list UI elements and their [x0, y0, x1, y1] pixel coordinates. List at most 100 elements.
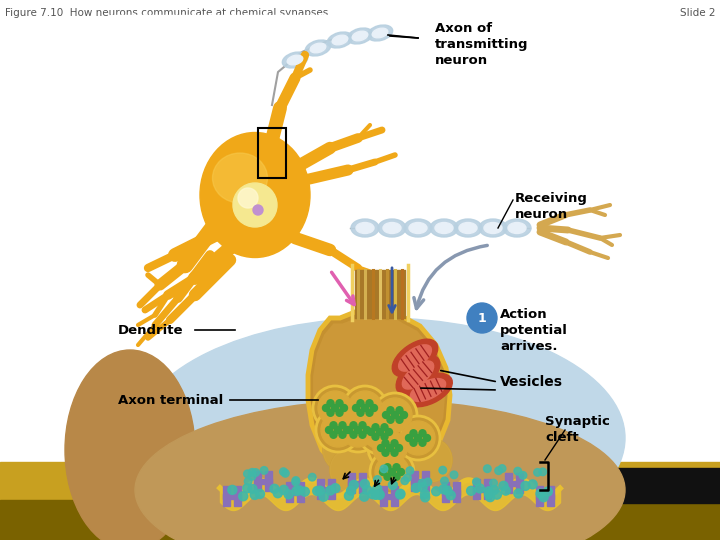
Bar: [442, 490, 460, 495]
Circle shape: [358, 410, 402, 454]
Circle shape: [404, 474, 411, 482]
Circle shape: [375, 455, 409, 489]
Circle shape: [420, 490, 429, 499]
Circle shape: [364, 427, 371, 434]
Text: Figure 7.10  How neurons communicate at chemical synapses.: Figure 7.10 How neurons communicate at c…: [5, 8, 332, 18]
Circle shape: [330, 422, 337, 429]
Circle shape: [248, 469, 256, 476]
Circle shape: [343, 386, 387, 430]
Bar: [422, 471, 429, 491]
Circle shape: [239, 492, 248, 501]
Bar: [474, 478, 480, 498]
Circle shape: [528, 480, 537, 489]
Circle shape: [492, 490, 501, 499]
Circle shape: [313, 386, 357, 430]
Ellipse shape: [484, 222, 502, 233]
Circle shape: [401, 477, 408, 484]
Circle shape: [406, 467, 414, 475]
Circle shape: [366, 400, 373, 407]
Circle shape: [368, 426, 412, 470]
Circle shape: [370, 450, 414, 494]
Circle shape: [519, 471, 527, 479]
Circle shape: [382, 440, 389, 447]
Circle shape: [343, 386, 387, 430]
Circle shape: [270, 484, 279, 494]
Circle shape: [360, 480, 369, 489]
Circle shape: [323, 428, 367, 472]
Ellipse shape: [200, 132, 310, 258]
Bar: [505, 473, 512, 493]
Circle shape: [441, 477, 449, 485]
Circle shape: [371, 490, 380, 500]
Circle shape: [380, 465, 388, 472]
Bar: [348, 481, 366, 485]
Circle shape: [382, 449, 389, 456]
Circle shape: [344, 491, 354, 500]
Circle shape: [363, 415, 397, 449]
Bar: [379, 494, 397, 499]
Circle shape: [415, 435, 421, 442]
Circle shape: [408, 438, 452, 482]
Circle shape: [313, 386, 357, 430]
Circle shape: [354, 427, 361, 434]
Circle shape: [251, 490, 259, 500]
Text: Action
potential
arrives.: Action potential arrives.: [500, 308, 568, 353]
Circle shape: [490, 480, 498, 487]
Bar: [265, 471, 272, 491]
Bar: [411, 478, 429, 484]
Circle shape: [374, 490, 384, 498]
Polygon shape: [308, 308, 450, 482]
Circle shape: [372, 424, 379, 431]
Circle shape: [373, 484, 382, 494]
Circle shape: [377, 429, 384, 435]
Circle shape: [396, 416, 440, 460]
Circle shape: [391, 440, 398, 447]
Circle shape: [346, 486, 356, 495]
Circle shape: [396, 407, 403, 414]
Circle shape: [401, 421, 435, 455]
Circle shape: [392, 433, 436, 477]
Circle shape: [472, 478, 480, 485]
Circle shape: [308, 474, 316, 481]
Ellipse shape: [454, 219, 482, 237]
Circle shape: [544, 487, 552, 496]
Circle shape: [316, 408, 360, 452]
Circle shape: [244, 477, 252, 485]
Circle shape: [521, 481, 530, 490]
Circle shape: [321, 413, 355, 447]
Text: Axon terminal: Axon terminal: [118, 394, 223, 407]
Ellipse shape: [409, 222, 427, 233]
Circle shape: [330, 448, 374, 492]
Circle shape: [408, 438, 452, 482]
Ellipse shape: [367, 25, 392, 41]
Circle shape: [412, 483, 420, 492]
Bar: [485, 478, 491, 498]
Ellipse shape: [378, 219, 406, 237]
Bar: [453, 482, 460, 502]
Circle shape: [439, 467, 446, 474]
Circle shape: [373, 393, 417, 437]
Circle shape: [495, 467, 503, 475]
Circle shape: [336, 408, 380, 452]
Bar: [605, 468, 720, 503]
Circle shape: [450, 471, 458, 478]
Circle shape: [233, 183, 277, 227]
Circle shape: [374, 476, 382, 483]
Circle shape: [343, 427, 351, 434]
Circle shape: [331, 484, 340, 492]
Circle shape: [384, 464, 391, 471]
Bar: [379, 486, 387, 506]
Circle shape: [292, 478, 300, 486]
Ellipse shape: [310, 43, 326, 53]
Bar: [110, 15, 610, 465]
Circle shape: [499, 481, 508, 490]
Ellipse shape: [392, 339, 438, 377]
Circle shape: [467, 303, 497, 333]
Circle shape: [432, 487, 441, 496]
Circle shape: [228, 485, 237, 495]
Circle shape: [300, 487, 310, 496]
Bar: [536, 485, 543, 506]
Polygon shape: [313, 314, 445, 476]
Circle shape: [490, 485, 499, 495]
Circle shape: [392, 411, 398, 418]
